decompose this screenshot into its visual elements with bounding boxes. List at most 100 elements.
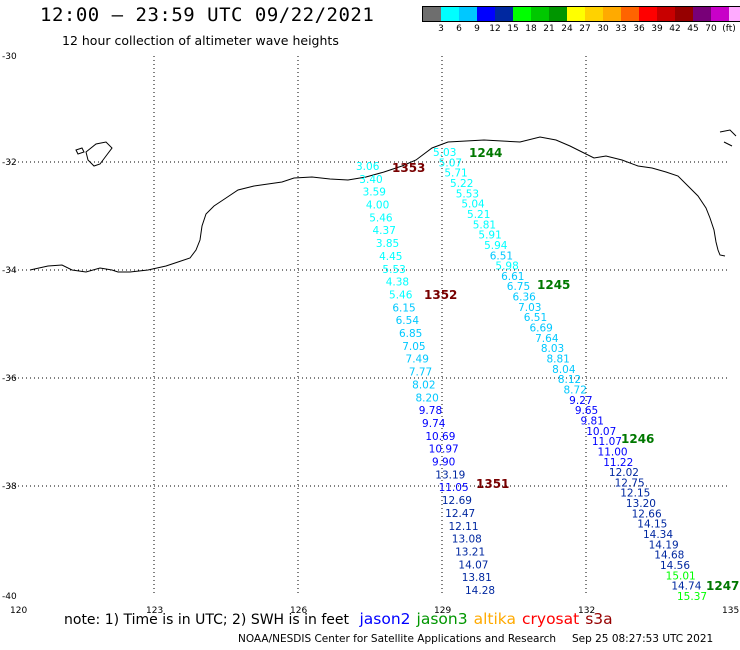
colorbar-label: 33	[615, 24, 627, 34]
colorbar-label: 70	[705, 24, 717, 34]
mission-cryosat: cryosat	[522, 610, 580, 628]
colorbar-swatch-6	[531, 7, 549, 21]
colorbar-swatch-8	[567, 7, 585, 21]
longitude-label: 120	[10, 606, 27, 616]
longitude-label: 135	[722, 606, 739, 616]
swh-value: 11.07	[592, 436, 622, 448]
swh-value: 7.05	[402, 341, 425, 353]
swh-value: 3.85	[376, 238, 399, 250]
colorbar-label: 9	[474, 24, 480, 34]
swh-value: 11.22	[603, 457, 633, 469]
mission-jason3: jason3	[416, 610, 468, 628]
swh-value: 9.78	[419, 405, 442, 417]
colorbar-label: 3	[438, 24, 444, 34]
swh-value: 5.94	[484, 240, 508, 252]
longitude-label: 129	[434, 606, 451, 616]
swh-value: 5.98	[495, 261, 518, 273]
swh-value: 3.40	[359, 174, 382, 186]
swh-value: 14.34	[643, 529, 673, 541]
colorbar-swatch-13	[657, 7, 675, 21]
swh-value: 13.20	[626, 498, 656, 510]
colorbar-swatch-11	[621, 7, 639, 21]
swh-value: 12.69	[442, 495, 472, 507]
orbit-rev-label: 1244	[469, 146, 502, 160]
footer-credit: NOAA/NESDIS Center for Satellite Applica…	[238, 633, 713, 645]
colorbar-swatch-0	[423, 7, 441, 21]
swh-value: 13.21	[455, 546, 485, 558]
swh-value: 13.81	[462, 572, 492, 584]
mission-legend: jason2 jason3 altika cryosat s3a	[353, 610, 613, 628]
orbit-rev-label: 1245	[537, 278, 570, 292]
swh-value: 7.49	[406, 354, 429, 366]
swh-value: 4.37	[373, 225, 396, 237]
swh-value: 7.64	[535, 333, 559, 345]
swh-value: 9.27	[569, 395, 592, 407]
latitude-label: -38	[2, 482, 17, 492]
kangaroo-island	[85, 141, 113, 167]
swh-value: 5.21	[467, 209, 490, 221]
colorbar-swatch-1	[441, 7, 459, 21]
swh-value: 7.03	[518, 302, 541, 314]
swh-value: 14.19	[649, 539, 679, 551]
mission-s3a: s3a	[585, 610, 613, 628]
colorbar-label: 27	[579, 24, 591, 34]
swh-value: 12.11	[448, 521, 478, 533]
colorbar-label: 15	[507, 24, 519, 34]
colorbar-label: 18	[525, 24, 537, 34]
swh-value: 9.90	[432, 457, 455, 469]
swh-value: 13.19	[435, 469, 465, 481]
colorbar-swatch-15	[693, 7, 711, 21]
swh-value: 9.65	[575, 405, 598, 417]
tasmania-edge	[719, 129, 737, 147]
colorbar-swatch-5	[513, 7, 531, 21]
swh-value: 6.36	[512, 292, 536, 304]
map-subtitle: 12 hour collection of altimeter wave hei…	[62, 33, 339, 48]
swh-value: 9.74	[422, 418, 446, 430]
footer-note-bar: note: 1) Time is in UTC; 2) SWH is in fe…	[64, 610, 613, 628]
colorbar-swatch-3	[477, 7, 495, 21]
orbit-rev-label: 1351	[476, 477, 509, 491]
colorbar-swatch-16	[711, 7, 729, 21]
colorbar-label: 45	[687, 24, 699, 34]
mission-jason2: jason2	[359, 610, 411, 628]
axis-labels: -30 -32 -34 -36 -38 -40 120 123 126 129 132 135	[2, 52, 739, 616]
swh-value: 8.02	[412, 379, 435, 391]
small-island	[75, 147, 85, 155]
longitude-label: 126	[290, 606, 307, 616]
swh-value: 5.53	[456, 188, 479, 200]
swh-value: 5.22	[450, 178, 473, 190]
swh-value: 11.05	[439, 482, 469, 494]
latitude-label: -34	[2, 266, 17, 276]
generated-timestamp: Sep 25 08:27:53 UTC 2021	[572, 633, 714, 645]
swh-value: 6.85	[399, 328, 422, 340]
swh-value: 5.04	[461, 199, 485, 211]
swh-value: 6.61	[501, 271, 524, 283]
swh-value: 6.54	[396, 315, 420, 327]
swh-value: 10.07	[586, 426, 616, 438]
swh-value: 12.15	[620, 488, 650, 500]
longitude-label: 132	[578, 606, 595, 616]
orbit-rev-label: 1353	[392, 161, 425, 175]
colorbar-swatch-12	[639, 7, 657, 21]
swh-value: 11.00	[598, 446, 628, 458]
swh-value: 12.75	[615, 477, 645, 489]
swh-value: 4.45	[379, 251, 402, 263]
swh-value: 7.77	[409, 367, 432, 379]
orbit-rev-label: 1247	[706, 579, 739, 593]
map-title: 12:00 – 23:59 UTC 09/22/2021	[40, 4, 375, 26]
colorbar-swatch-10	[603, 7, 621, 21]
orbit-rev-label: 1352	[424, 288, 457, 302]
colorbar-label: 36	[633, 24, 645, 34]
swh-value: 5.53	[382, 264, 405, 276]
footer-note: note: 1) Time is in UTC; 2) SWH is in fe…	[64, 612, 350, 628]
swh-value: 9.81	[581, 415, 604, 427]
latitude-label: -40	[2, 592, 17, 602]
colorbar-label: 24	[561, 24, 573, 34]
wave-height-colorbar: 3 6 9 12 15 18 21 24 27 30 33 36 39 42 45 70 (ft)	[422, 6, 740, 36]
swh-value: 5.71	[444, 168, 467, 180]
altimeter-track-b: 5.035.075.715.225.535.045.215.815.915.94…	[433, 147, 707, 603]
colorbar-label: (ft)	[722, 24, 736, 34]
swh-value: 15.01	[666, 570, 696, 582]
swh-value: 8.20	[415, 392, 438, 404]
